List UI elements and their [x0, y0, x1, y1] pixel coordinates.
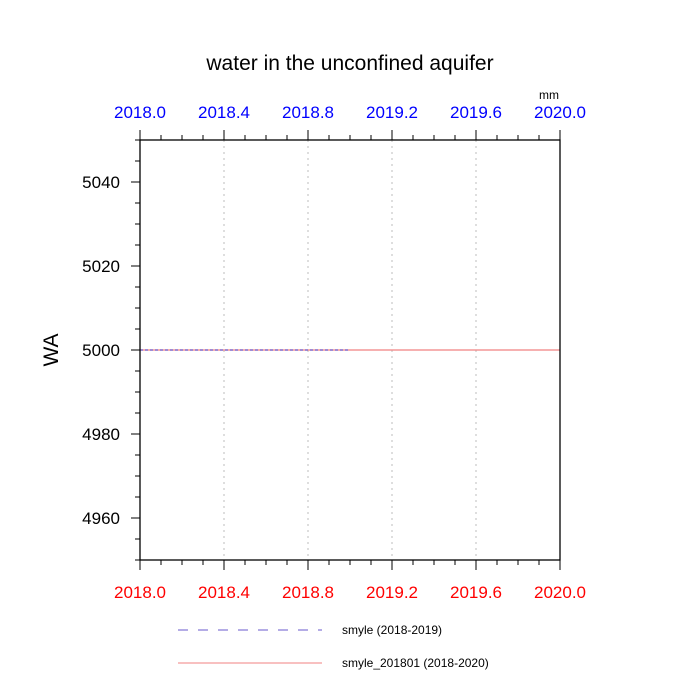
- x-bottom-tick-label: 2018.4: [198, 583, 250, 602]
- x-top-tick-label: 2020.0: [534, 103, 586, 122]
- tick-layer: [131, 130, 561, 570]
- legend-label: smyle_201801 (2018-2020): [342, 656, 489, 670]
- y-tick-labels: 4960 4980 5000 5020 5040: [82, 173, 120, 528]
- x-top-tick-label: 2019.2: [366, 103, 418, 122]
- legend: smyle (2018-2019) smyle_201801 (2018-2020…: [178, 623, 489, 670]
- x-bottom-tick-label: 2020.0: [534, 583, 586, 602]
- x-bottom-tick-label: 2018.8: [282, 583, 334, 602]
- x-top-tick-label: 2018.8: [282, 103, 334, 122]
- x-top-tick-label: 2019.6: [450, 103, 502, 122]
- y-tick-label: 5000: [82, 341, 120, 360]
- x-top-tick-label: 2018.4: [198, 103, 250, 122]
- x-bottom-tick-label: 2019.6: [450, 583, 502, 602]
- y-tick-label: 4960: [82, 509, 120, 528]
- y-tick-label: 5040: [82, 173, 120, 192]
- top-tick-labels: 2018.0 2018.4 2018.8 2019.2 2019.6 2020.0: [114, 103, 586, 122]
- y-tick-label: 5020: [82, 257, 120, 276]
- units-label: mm: [539, 88, 559, 102]
- x-bottom-tick-label: 2018.0: [114, 583, 166, 602]
- x-bottom-tick-label: 2019.2: [366, 583, 418, 602]
- legend-label: smyle (2018-2019): [342, 623, 442, 637]
- chart-title: water in the unconfined aquifer: [205, 52, 493, 75]
- y-axis-label: WA: [40, 333, 63, 366]
- bottom-tick-labels: 2018.0 2018.4 2018.8 2019.2 2019.6 2020.0: [114, 583, 586, 602]
- x-top-tick-label: 2018.0: [114, 103, 166, 122]
- y-tick-label: 4980: [82, 425, 120, 444]
